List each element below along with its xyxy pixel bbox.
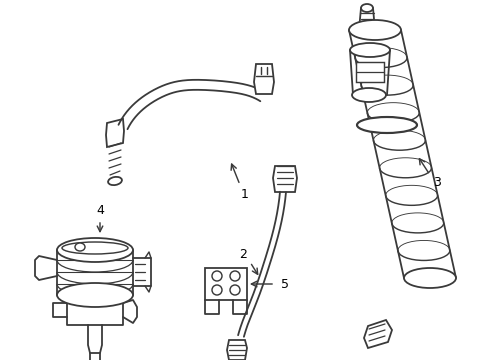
Bar (355, 62, 383, 82)
Text: 1: 1 (241, 189, 248, 202)
Polygon shape (272, 166, 296, 192)
Text: 4: 4 (96, 203, 104, 216)
Ellipse shape (403, 268, 455, 288)
Ellipse shape (57, 238, 133, 262)
Ellipse shape (229, 285, 240, 295)
Ellipse shape (62, 242, 128, 254)
Polygon shape (106, 119, 124, 147)
Polygon shape (363, 320, 391, 348)
Text: 5: 5 (281, 278, 288, 291)
Ellipse shape (351, 88, 385, 102)
Ellipse shape (356, 117, 416, 133)
Ellipse shape (229, 271, 240, 281)
Ellipse shape (349, 43, 389, 57)
Bar (204, 268, 246, 300)
Text: 3: 3 (432, 175, 440, 189)
Ellipse shape (108, 177, 122, 185)
Ellipse shape (212, 271, 222, 281)
Text: 2: 2 (239, 248, 246, 261)
Polygon shape (253, 64, 273, 94)
Ellipse shape (57, 283, 133, 307)
Ellipse shape (348, 20, 400, 40)
Polygon shape (226, 340, 246, 360)
Ellipse shape (75, 243, 85, 251)
Ellipse shape (212, 285, 222, 295)
Ellipse shape (360, 4, 372, 12)
